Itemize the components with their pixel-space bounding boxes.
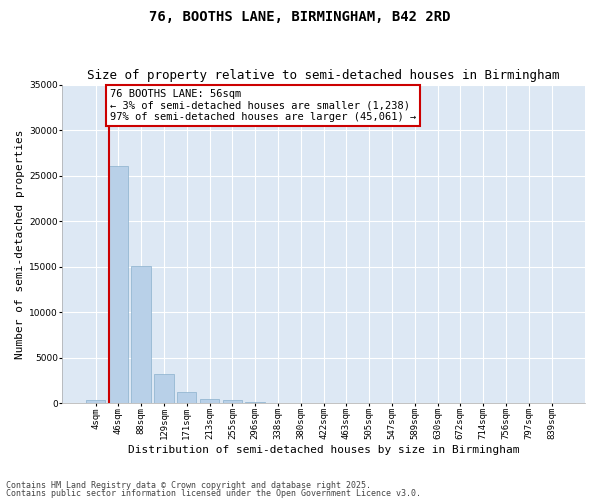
Bar [131, 266, 151, 403]
Bar [109, 166, 128, 403]
X-axis label: Distribution of semi-detached houses by size in Birmingham: Distribution of semi-detached houses by … [128, 445, 519, 455]
Bar [223, 400, 242, 403]
Bar [200, 398, 219, 403]
Text: Contains public sector information licensed under the Open Government Licence v3: Contains public sector information licen… [6, 488, 421, 498]
Y-axis label: Number of semi-detached properties: Number of semi-detached properties [15, 129, 25, 358]
Text: 76 BOOTHS LANE: 56sqm
← 3% of semi-detached houses are smaller (1,238)
97% of se: 76 BOOTHS LANE: 56sqm ← 3% of semi-detac… [110, 89, 416, 122]
Bar [177, 392, 196, 403]
Text: 76, BOOTHS LANE, BIRMINGHAM, B42 2RD: 76, BOOTHS LANE, BIRMINGHAM, B42 2RD [149, 10, 451, 24]
Bar [154, 374, 173, 403]
Bar [245, 402, 265, 403]
Bar [86, 400, 105, 403]
Title: Size of property relative to semi-detached houses in Birmingham: Size of property relative to semi-detach… [87, 69, 560, 82]
Text: Contains HM Land Registry data © Crown copyright and database right 2025.: Contains HM Land Registry data © Crown c… [6, 481, 371, 490]
